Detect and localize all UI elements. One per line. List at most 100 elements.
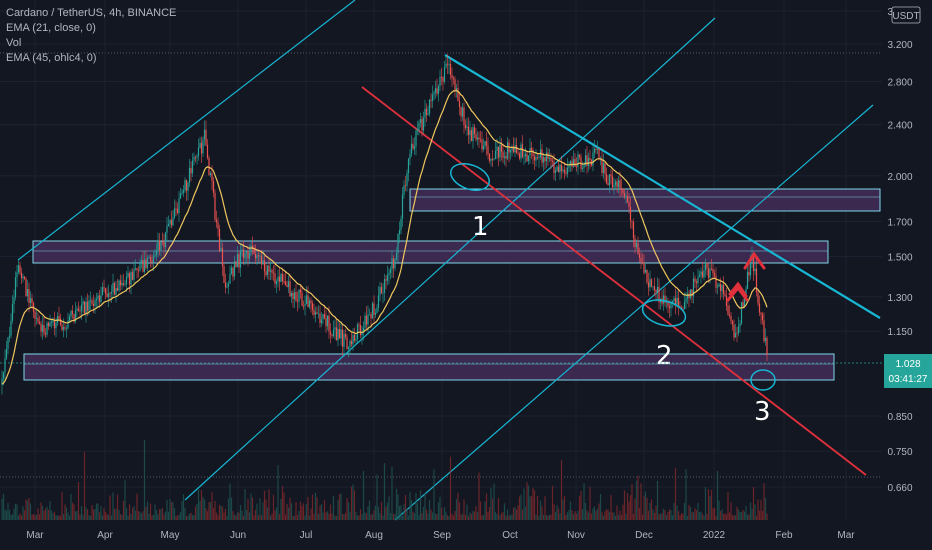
volume-bar	[526, 481, 528, 520]
time-axis[interactable]: Mar Apr May Jun Jul Aug Sep Oct Nov Dec 2022 Feb Mar	[26, 530, 855, 541]
volume-bar	[194, 506, 197, 520]
candle-body	[493, 158, 495, 160]
candle-body	[239, 250, 242, 268]
volume-bar	[29, 503, 32, 520]
candle-body	[437, 86, 440, 94]
candle-body	[44, 333, 47, 335]
volume-bar	[37, 508, 39, 520]
volume-bar	[350, 486, 353, 520]
volume-bar	[734, 515, 737, 520]
volume-bar	[56, 515, 59, 520]
candle-body	[404, 185, 407, 187]
volume-bar	[101, 515, 104, 520]
volume-bar	[131, 507, 134, 520]
candle-body	[388, 272, 390, 275]
currency-badge[interactable]: USDT	[891, 6, 921, 24]
volume-bar	[695, 510, 698, 520]
candle-body	[97, 295, 99, 299]
volume-bar	[764, 497, 767, 520]
candle-body	[566, 167, 569, 174]
candle-body	[509, 149, 512, 153]
candle-body	[583, 165, 585, 168]
candle-body	[755, 268, 758, 293]
price-tick-label: 1.700	[887, 217, 912, 228]
candle-body	[290, 292, 293, 297]
volume-bar	[523, 488, 525, 520]
volume-bar	[220, 505, 222, 520]
volume-bar	[52, 513, 54, 520]
volume-bar	[95, 503, 98, 520]
candle-body	[368, 314, 371, 316]
symbol-title[interactable]: Cardano / TetherUS, 4h, BINANCE	[6, 7, 177, 19]
volume-bar	[454, 511, 456, 520]
candle-body	[71, 310, 74, 315]
volume-bar	[130, 514, 132, 520]
volume-bar	[721, 509, 723, 520]
candle-body	[766, 337, 768, 356]
volume-bar	[92, 509, 95, 520]
candle-body	[116, 287, 119, 291]
volume-bar	[242, 515, 245, 520]
candle-body	[155, 251, 158, 255]
candle-body	[254, 253, 257, 259]
candle-body	[52, 320, 54, 323]
candle-body	[748, 271, 750, 276]
volume-bar	[556, 505, 558, 520]
candle-body	[152, 256, 155, 263]
volume-bar	[82, 514, 84, 520]
ema45-label[interactable]: EMA (45, ohlc4, 0)	[6, 52, 97, 64]
volume-bar	[286, 504, 288, 520]
volume-bar	[331, 513, 333, 520]
candle-body	[55, 322, 57, 329]
volume-bar	[686, 515, 689, 520]
volume-bar	[641, 514, 644, 520]
time-tick-label: May	[161, 530, 180, 541]
candle-body	[304, 304, 306, 306]
candle-body	[365, 315, 368, 325]
candle-body	[452, 78, 455, 80]
price-tick-label: 0.750	[887, 447, 912, 458]
vol-label[interactable]: Vol	[6, 37, 22, 49]
volume-bar	[382, 515, 384, 520]
volume-bar	[406, 509, 408, 520]
candle-body	[353, 334, 356, 341]
candle-body	[320, 319, 323, 324]
candle-body	[689, 289, 692, 298]
volume-bar	[49, 501, 51, 520]
candle-body	[98, 295, 101, 302]
volume-bar	[488, 506, 491, 520]
time-tick-label: Oct	[502, 530, 518, 541]
candle-body	[70, 310, 72, 317]
candle-body	[638, 254, 641, 258]
volume-bar	[149, 503, 152, 520]
candle-body	[650, 279, 653, 287]
volume-bar	[113, 508, 116, 520]
volume-bar	[415, 492, 417, 520]
candle-body	[187, 182, 189, 191]
candle-body	[221, 248, 224, 267]
candle-body	[596, 148, 599, 150]
volume-bar	[163, 514, 165, 520]
candle-body	[362, 327, 365, 333]
volume-bar	[656, 480, 659, 520]
ema21-label[interactable]: EMA (21, close, 0)	[6, 22, 96, 34]
candle-body	[163, 242, 165, 248]
volume-bar	[635, 480, 638, 520]
volume-bar	[391, 466, 393, 520]
annotation-3: 3	[754, 397, 771, 427]
volume-bar	[304, 515, 306, 520]
candle-body	[473, 127, 476, 135]
volume-bar	[296, 515, 299, 520]
candle-body	[161, 241, 164, 243]
candle-body	[115, 287, 117, 295]
volume-bar	[587, 512, 590, 520]
candle-body	[730, 315, 732, 322]
candle-body	[620, 188, 623, 189]
candle-body	[262, 260, 264, 265]
volume-bar	[200, 490, 203, 520]
candle-body	[761, 314, 764, 321]
volume-bar	[290, 503, 293, 520]
volume-bar	[188, 513, 191, 520]
volume-bar	[533, 490, 536, 520]
